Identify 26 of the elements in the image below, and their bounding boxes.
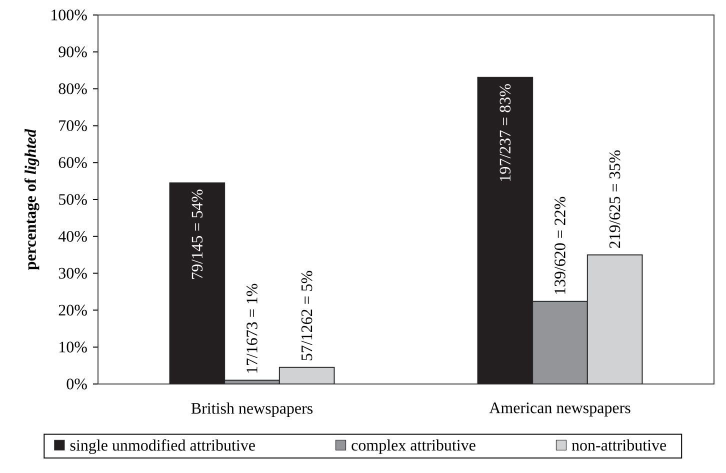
y-tick-label: 30%: [58, 268, 87, 279]
y-tick-label: 20%: [58, 304, 87, 316]
legend-label: complex attributive: [352, 439, 476, 454]
legend-label: non-attributive: [572, 439, 666, 451]
y-tick-label: 10%: [60, 342, 87, 353]
x-tick-label: British newspapers: [191, 402, 313, 418]
data-label: 17/1673 = 1%: [246, 284, 258, 373]
data-label: 139/620 = 22%: [554, 196, 566, 294]
data-label: 79/145 = 54%: [192, 190, 203, 279]
y-tick-label: 70%: [59, 120, 87, 132]
y-tick-label: 60%: [58, 157, 87, 168]
y-axis-title: percentage of lighted: [24, 128, 40, 270]
y-tick-label: 50%: [59, 194, 87, 205]
x-tick-label: American newspapers: [489, 402, 630, 417]
y-tick-label: 40%: [58, 230, 87, 242]
y-tick-label: 0%: [66, 378, 87, 390]
data-label: 57/1262 = 5%: [301, 270, 312, 360]
data-label: 197/237 = 83%: [500, 84, 511, 181]
bar: [586, 254, 643, 384]
data-label: 219/625 = 35%: [609, 150, 620, 248]
bar: [278, 366, 335, 384]
bar: [532, 300, 588, 384]
y-tick-label: 90%: [58, 46, 87, 58]
y-tick-label: 100%: [52, 10, 87, 20]
y-tick-label: 80%: [58, 83, 87, 94]
legend-label: single unmodified attributive: [70, 439, 255, 454]
